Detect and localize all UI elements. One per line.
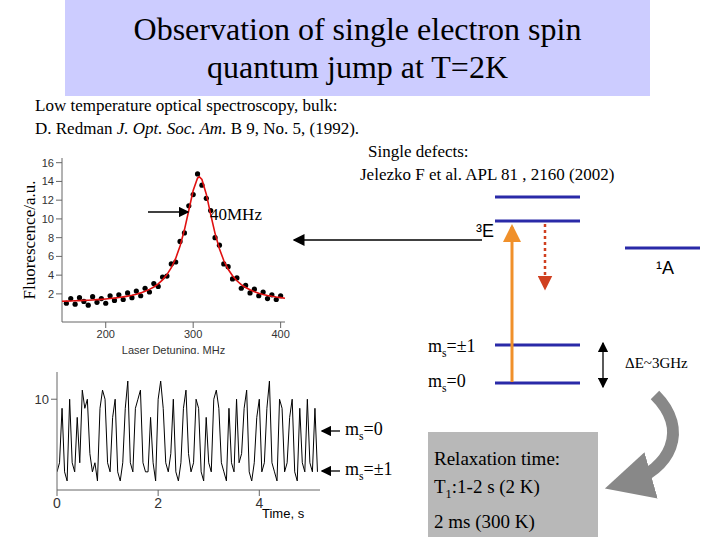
svg-text:16: 16 (42, 157, 54, 169)
html-text:Low temperature optical spectr: Low temperature optical spectroscopy, bu… (35, 96, 338, 115)
html-text:Relaxation time:: Relaxation time: (434, 448, 561, 469)
svg-text:0: 0 (53, 495, 61, 511)
html-text:³E: ³E (476, 221, 494, 241)
html-text:ms=±1: ms=±1 (428, 336, 476, 360)
html-text:D. Redman J. Opt. Soc. Am. B 9: D. Redman J. Opt. Soc. Am. B 9, No. 5, (… (35, 119, 360, 138)
html-text:quantum jump at T=2K: quantum jump at T=2K (207, 49, 508, 85)
html-text:40MHz: 40MHz (210, 205, 262, 224)
svg-text:8: 8 (48, 232, 54, 244)
html-text:ms=±1: ms=±1 (345, 459, 393, 483)
svg-text:2: 2 (154, 495, 162, 511)
svg-text:400: 400 (271, 328, 289, 340)
svg-text:6: 6 (48, 250, 54, 262)
html-text:ms=0: ms=0 (428, 371, 466, 395)
svg-text:10: 10 (35, 392, 49, 407)
html-text:2 ms (300 K): 2 ms (300 K) (434, 510, 535, 532)
html-text:ms=0: ms=0 (345, 419, 383, 443)
svg-text:2: 2 (48, 288, 54, 300)
html-text:Time, s: Time, s (262, 506, 305, 521)
svg-text:300: 300 (184, 328, 202, 340)
svg-text:200: 200 (97, 328, 115, 340)
html-text:T1:1-2 s (2 K): T1:1-2 s (2 K) (434, 476, 540, 501)
svg-text:4: 4 (255, 494, 264, 511)
svg-text:14: 14 (42, 175, 54, 187)
html-text:¹A: ¹A (656, 258, 674, 278)
html-text:Fluorescence/a.u.: Fluorescence/a.u. (20, 180, 39, 300)
svg-text:4: 4 (48, 269, 54, 281)
svg-text:Laser Detuning, MHz: Laser Detuning, MHz (122, 344, 225, 354)
svg-text:12: 12 (42, 194, 54, 206)
html-text:Single defects:: Single defects: (368, 142, 469, 161)
html-text:Jelezko F et al. APL 81 , 2160: Jelezko F et al. APL 81 , 2160 (2002) (360, 165, 615, 184)
svg-text:10: 10 (42, 213, 54, 225)
html-text:Observation of single electron: Observation of single electron spin (133, 11, 582, 47)
html-text:ΔE~3GHz: ΔE~3GHz (625, 355, 688, 371)
